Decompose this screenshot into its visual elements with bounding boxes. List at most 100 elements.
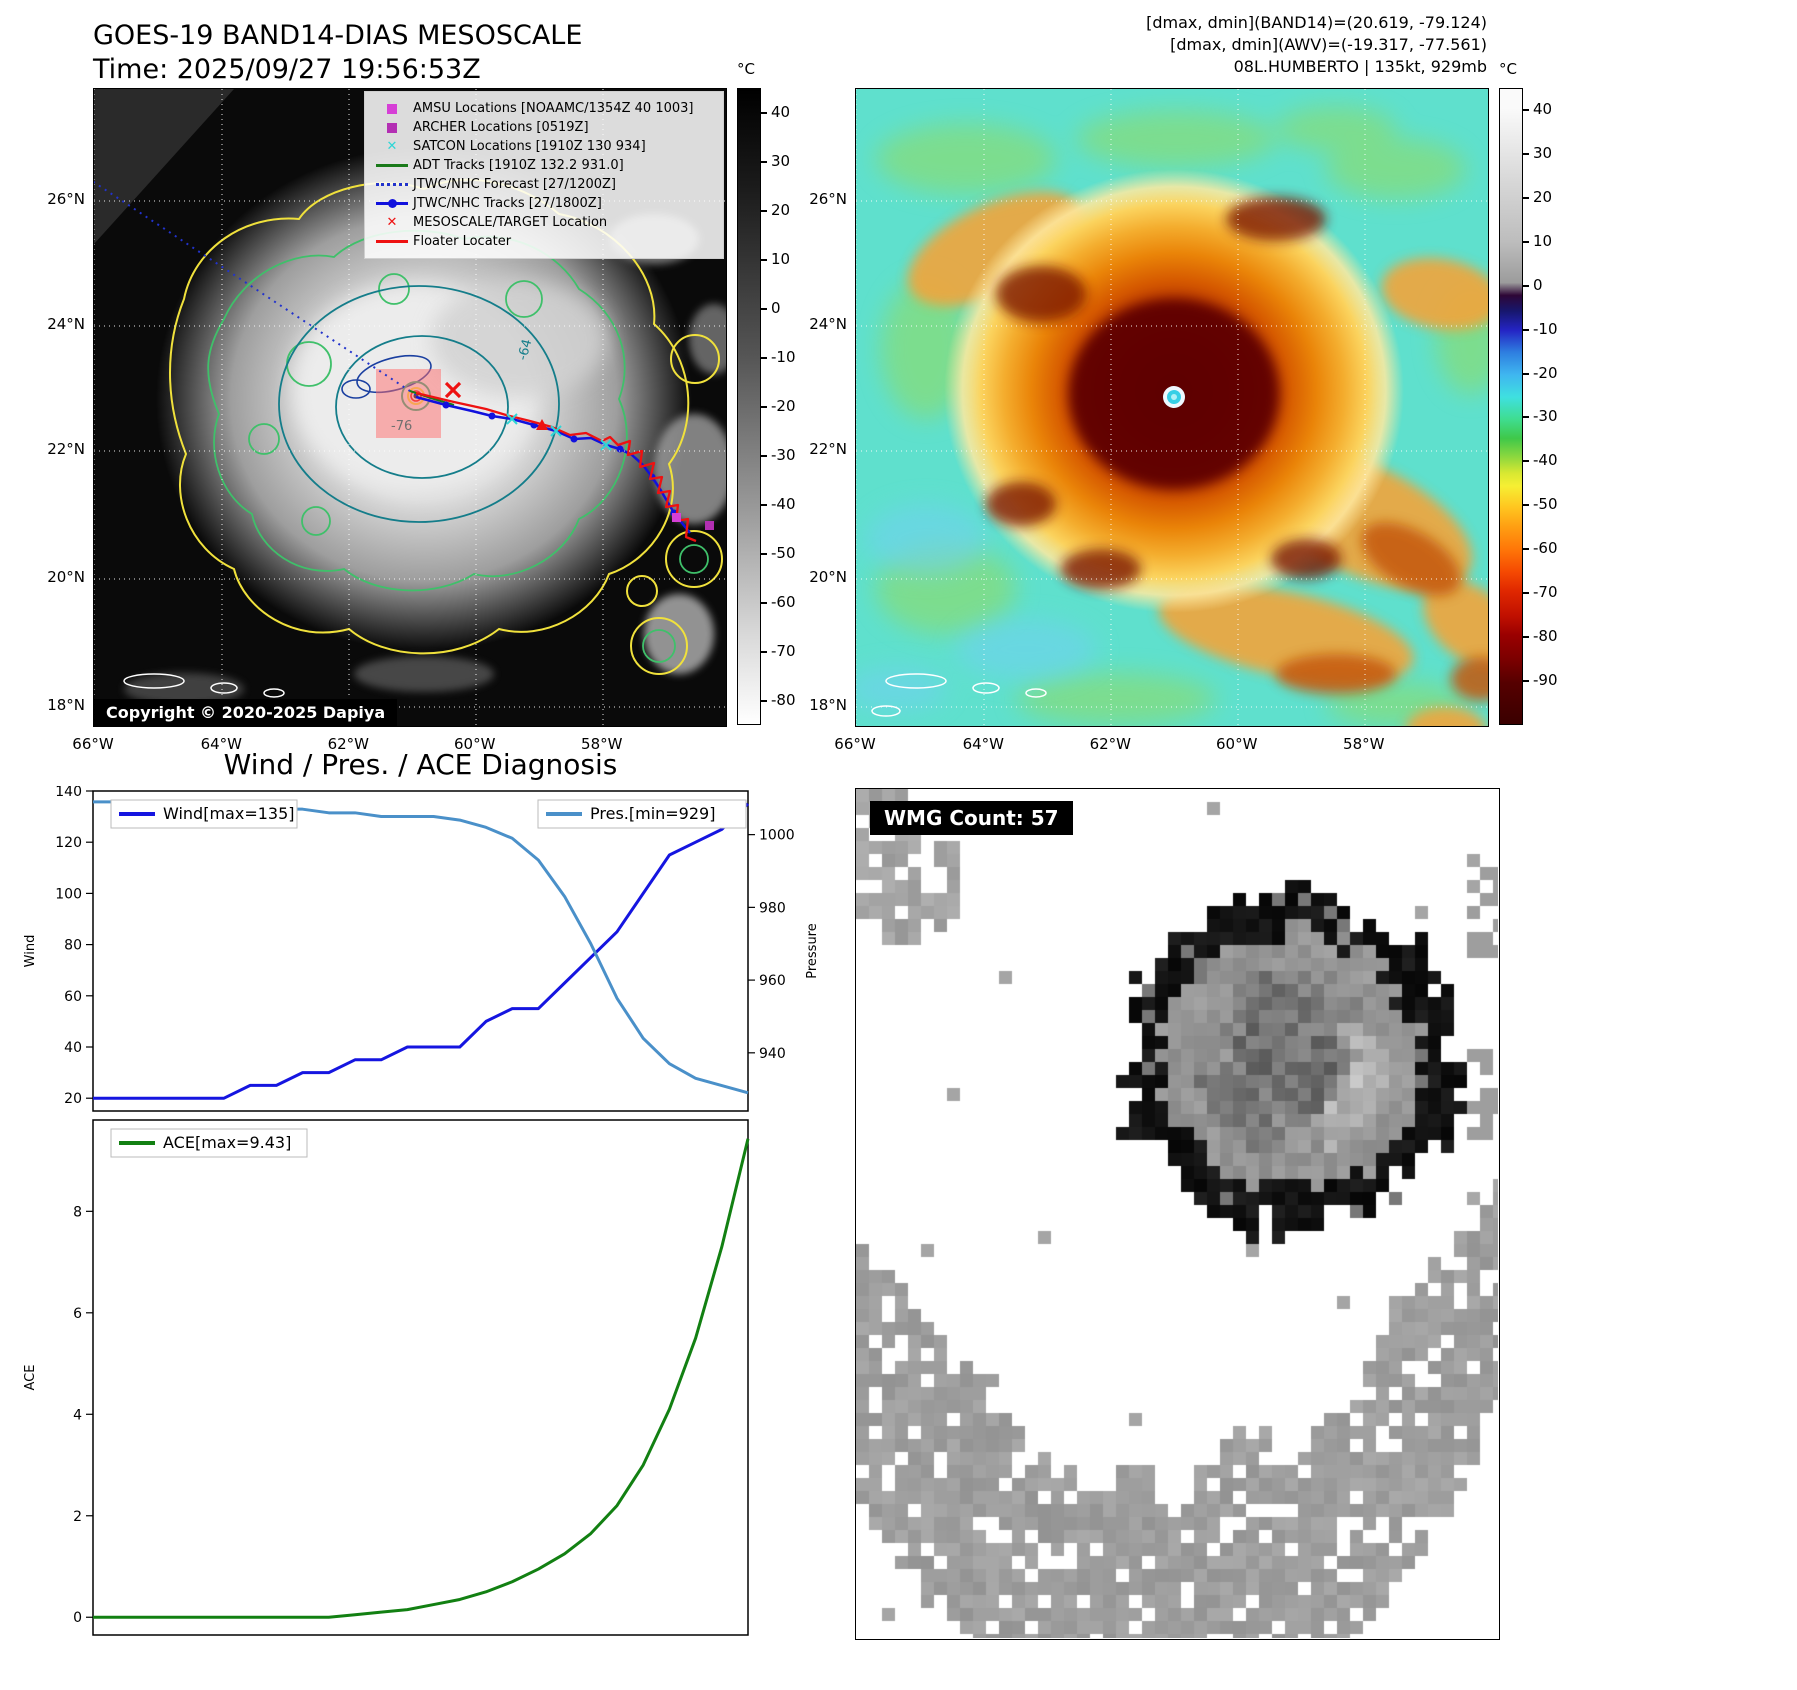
lat-tick-label: 24°N: [47, 314, 85, 333]
ir-colorbar-tick: [1523, 108, 1529, 111]
band14-colorbar-tick-label: -70: [771, 641, 796, 660]
band14-colorbar-tick: [761, 258, 767, 261]
dotted-marker-icon: [371, 183, 413, 186]
band14-colorbar-tick: [761, 601, 767, 604]
x-marker-icon: ✕: [386, 214, 398, 230]
amsu-marker: [672, 513, 681, 522]
ir-colorbar-tick: [1523, 416, 1529, 419]
ir-colorbar-tick: [1523, 196, 1529, 199]
band14-colorbar-tick-label: -30: [771, 445, 796, 464]
legend-item-label: AMSU Locations [NOAAMC/1354Z 40 1003]: [413, 101, 694, 116]
legend-item: AMSU Locations [NOAAMC/1354Z 40 1003]: [371, 99, 717, 118]
svg-text:980: 980: [759, 900, 786, 916]
satcon-markers: [506, 413, 612, 451]
lon-tick-label: 64°W: [962, 735, 1004, 753]
ir-colorbar: 40 30 20 10 0 -10 -20 -30 -40 -50 -60 -70 -80 -90: [1499, 88, 1569, 725]
lon-tick-label: 58°W: [581, 735, 623, 753]
mesoscale-target-x: [444, 381, 462, 399]
lon-tick-label: 62°W: [327, 735, 370, 753]
legend-item-label: Floater Locater: [413, 234, 512, 249]
legend-item: JTWC/NHC Tracks [27/1800Z]: [371, 194, 717, 213]
graticule: [856, 89, 1488, 726]
diagnosis-title: Wind / Pres. / ACE Diagnosis: [223, 748, 618, 781]
lon-tick-label: 64°W: [200, 735, 242, 753]
band14-colorbar-tick: [761, 160, 767, 163]
ir-colorbar-tick-label: 20: [1533, 187, 1553, 206]
legend-item: ✕ SATCON Locations [1910Z 130 934]: [371, 137, 717, 156]
svg-text:0: 0: [73, 1610, 82, 1626]
ir-colorbar-tick: [1523, 504, 1529, 507]
legend-item-label: JTWC/NHC Tracks [27/1800Z]: [413, 196, 602, 211]
mesoscale-target-box: [376, 369, 441, 438]
band14-colorbar-tick: [761, 699, 767, 702]
ir-colorbar-tick-label: 40: [1533, 99, 1553, 118]
lat-tick-label: 24°N: [809, 314, 847, 333]
ir-colorbar-tick-label: -30: [1533, 407, 1558, 426]
ir-colorbar-tick: [1523, 284, 1529, 287]
ir-colorbar-tick-label: -20: [1533, 363, 1558, 382]
svg-text:40: 40: [64, 1040, 82, 1056]
svg-text:940: 940: [759, 1046, 786, 1062]
lat-tick-label: 18°N: [809, 695, 847, 714]
ace-chart: 0 2 4 6 8 ACE ACE[max=9.43]: [23, 1119, 750, 1636]
svg-text:80: 80: [64, 938, 82, 954]
square-marker-icon: [371, 122, 413, 133]
deep-rainbands: [1276, 522, 1488, 701]
band14-colorbar-tick: [761, 552, 767, 555]
svg-text:Pres.[min=929]: Pres.[min=929]: [590, 804, 715, 823]
goes-time-subtitle: Time: 2025/09/27 19:56:53Z: [93, 54, 481, 85]
svg-text:60: 60: [64, 989, 82, 1005]
enhanced-ir-map-art: [856, 89, 1488, 726]
lat-tick-label: 22°N: [809, 439, 847, 458]
goes-title: GOES-19 BAND14-DIAS MESOSCALE: [93, 20, 583, 51]
lat-tick-label: 22°N: [47, 439, 85, 458]
lat-tick-label: 26°N: [47, 190, 85, 209]
band14-colorbar-gradient: [737, 88, 761, 725]
svg-text:4: 4: [73, 1407, 82, 1423]
lon-tick-label: 58°W: [1343, 735, 1385, 753]
lon-tick-label: 60°W: [1216, 735, 1258, 753]
ir-colorbar-tick: [1523, 680, 1529, 683]
ir-colorbar-tick-label: -90: [1533, 671, 1558, 690]
band14-colorbar-unit: °C: [737, 60, 755, 78]
band14-colorbar-tick: [761, 307, 767, 310]
band14-colorbar-tick-label: 0: [771, 298, 781, 317]
svg-text:960: 960: [759, 973, 786, 989]
svg-text:1000: 1000: [759, 828, 795, 844]
floater-track: [415, 391, 697, 543]
legend-item-label: SATCON Locations [1910Z 130 934]: [413, 139, 646, 154]
line-marker-icon: [371, 164, 413, 167]
square-marker-icon: [371, 103, 413, 114]
ir-colorbar-tick: [1523, 592, 1529, 595]
svg-text:ACE[max=9.43]: ACE[max=9.43]: [163, 1133, 291, 1152]
band14-colorbar-tick-label: 30: [771, 151, 791, 170]
ir-colorbar-tick: [1523, 460, 1529, 463]
svg-text:Wind[max=135]: Wind[max=135]: [163, 804, 295, 823]
dmax-awv-line: [dmax, dmin](AWV)=(-19.317, -77.561): [1170, 35, 1487, 54]
legend-item-label: ARCHER Locations [0519Z]: [413, 120, 589, 135]
coastlines: [871, 673, 1047, 717]
lon-tick-label: 62°W: [1089, 735, 1132, 753]
ir-colorbar-gradient: [1499, 88, 1523, 725]
ir-colorbar-tick-label: -50: [1533, 495, 1558, 514]
contour-label-76: -76: [391, 419, 412, 434]
lon-tick-label: 66°W: [72, 735, 114, 753]
ir-colorbar-tick: [1523, 328, 1529, 331]
wmg-panel: WMG Count: 57: [855, 788, 1500, 1640]
ir-contours: [169, 178, 723, 675]
lon-tick-label: 60°W: [454, 735, 496, 753]
ir-colorbar-tick: [1523, 636, 1529, 639]
cool-sst-patches: [856, 504, 1096, 711]
legend-item-label: ADT Tracks [1910Z 132.2 931.0]: [413, 158, 624, 173]
legend-item: ADT Tracks [1910Z 132.2 931.0]: [371, 156, 717, 175]
x-marker-icon: ✕: [386, 138, 398, 154]
svg-text:6: 6: [73, 1306, 82, 1322]
lat-tick-label: 26°N: [809, 190, 847, 209]
ir-colorbar-tick: [1523, 152, 1529, 155]
band14-colorbar-tick: [761, 650, 767, 653]
legend-item: ARCHER Locations [0519Z]: [371, 118, 717, 137]
wmg-count-label: WMG Count: 57: [870, 801, 1073, 835]
triangle-marker: [536, 419, 548, 430]
dmax-band14-line: [dmax, dmin](BAND14)=(20.619, -79.124): [1146, 13, 1487, 32]
